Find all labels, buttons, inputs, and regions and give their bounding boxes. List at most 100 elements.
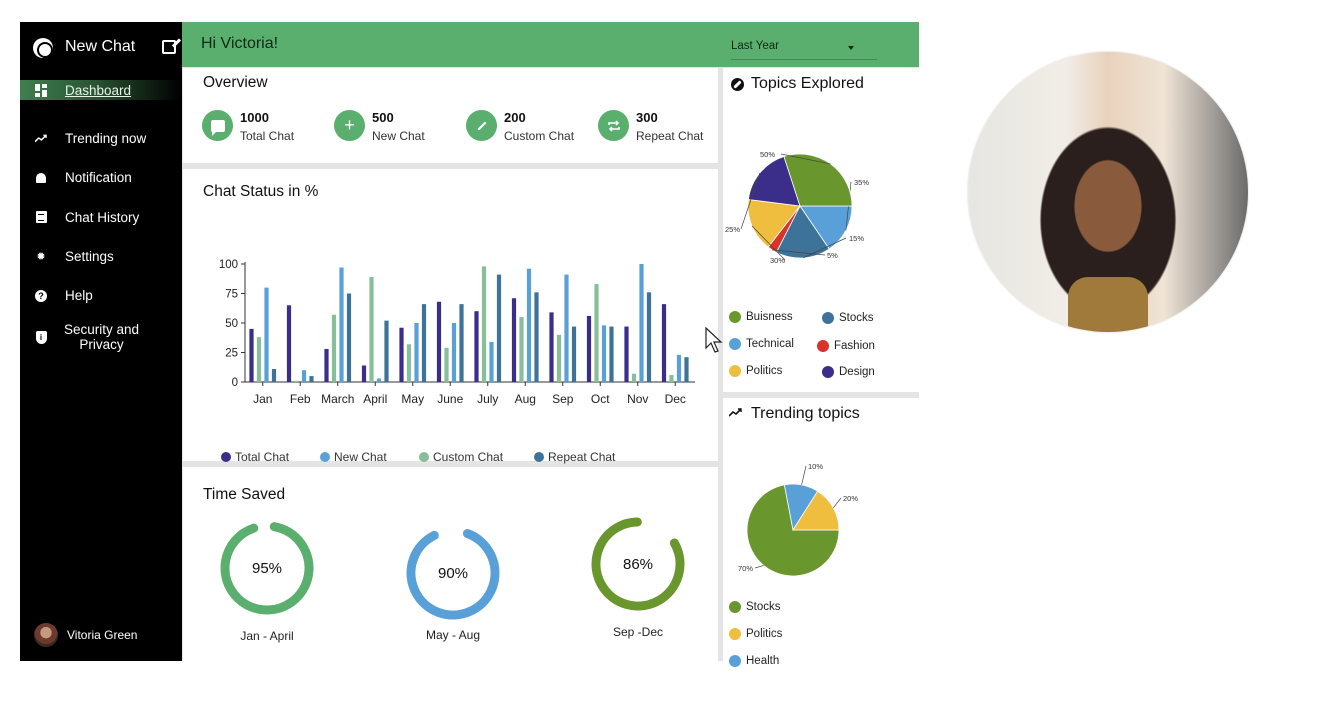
document-icon [35,211,47,224]
dashboard-app: New Chat Dashboard Trending now Notifica… [20,22,919,667]
bar-total-chat [586,315,592,382]
bar-total-chat [436,301,442,382]
stat-label: Total Chat [240,129,295,143]
trending-icon [35,133,47,145]
help-icon: ? [35,289,47,302]
stat-value: 1000 [240,110,269,125]
ring-value: 95% [252,560,282,577]
ring-period-label: Jan - April [240,629,294,643]
sidebar-item-security-privacy[interactable]: i Security and Privacy [20,319,182,355]
legend-item[interactable]: Repeat Chat [534,450,615,464]
user-profile[interactable]: Vitoria Green [34,622,137,648]
shield-icon: i [35,330,47,344]
x-tick-label: July [477,392,498,406]
bar-total-chat [286,305,292,382]
pie-leader-line [772,249,826,256]
bar-new-chat [564,274,569,382]
y-tick-label: 50 [225,318,238,330]
legend-item[interactable]: Stocks [729,601,781,613]
ring-value: 86% [623,556,653,573]
bar-total-chat [324,348,329,382]
bar-new-chat [526,268,532,382]
legend-item[interactable]: New Chat [320,450,387,464]
chat-bubble-icon [202,110,233,141]
legend-item[interactable]: Politics [729,628,782,640]
sidebar-item-help[interactable]: ? Help [20,276,182,315]
bar-custom-chat [556,334,562,382]
bar-repeat-chat [346,293,352,382]
legend-item[interactable]: Custom Chat [419,450,503,464]
x-tick-label: March [321,392,354,406]
bar-custom-chat [369,276,374,382]
time-saved-card: Time Saved 95% Jan - April 90% May - Aug 86%… [183,467,718,661]
header-bar: Hi Victoria! Last Year [182,22,919,67]
bar-total-chat [249,328,254,382]
bar-new-chat [264,287,269,382]
dashboard-icon [35,84,47,97]
new-chat-edit-icon[interactable] [162,40,176,54]
legend-item[interactable]: Politics [729,365,782,377]
sidebar-item-notification[interactable]: Notification [20,158,182,197]
x-tick-label: May [401,392,424,406]
ring-progress-arc [220,521,314,615]
sidebar-item-label: Help [65,288,93,304]
chat-status-bar-chart: 0 25 50 75 100 Jan Feb March April May June July Aug… [219,259,695,406]
legend-item[interactable]: Total Chat [221,450,289,464]
x-tick-label: Oct [591,392,610,406]
legend-item[interactable]: Fashion [817,340,875,352]
legend-label: Technical [746,338,794,350]
y-tick-label: 75 [225,289,238,301]
bar-repeat-chat [571,326,577,382]
sidebar-item-trending-now[interactable]: Trending now [20,119,182,158]
ring-period-label: Sep -Dec [612,625,664,639]
stat-label: New Chat [372,129,425,143]
sidebar-header: New Chat [20,36,182,62]
bar-repeat-chat [459,304,464,382]
period-select[interactable]: Last Year [731,40,877,60]
trending-pie-chart: 70% 10% 20% [738,462,858,577]
legend-label: Design [839,366,875,378]
legend-item[interactable]: Stocks [822,312,874,324]
legend-label: Stocks [746,601,781,613]
mouse-cursor-icon [705,327,723,353]
legend-label: Fashion [834,340,875,352]
sidebar-item-label: Dashboard [65,82,132,98]
bar-custom-chat [481,266,487,382]
trending-icon [729,408,742,417]
sidebar-item-settings[interactable]: ✹ Settings [20,237,182,276]
trending-topics-card: Trending topics 70% 10% 20% Stocks Politics… [723,398,919,667]
bar-repeat-chat [309,376,314,382]
legend-label: Total Chat [235,450,290,464]
sidebar-item-label: Security and Privacy [64,322,139,352]
bar-custom-chat [256,337,262,382]
bar-repeat-chat [646,292,652,382]
x-tick-label: Dec [665,392,686,406]
bar-total-chat [361,365,367,382]
bar-total-chat [661,304,667,382]
legend-label: Repeat Chat [548,450,616,464]
legend-item[interactable]: Design [822,366,875,378]
bar-new-chat [601,325,607,382]
legend-item[interactable]: Technical [729,338,794,350]
bar-repeat-chat [684,357,689,382]
x-tick-label: Sep [552,392,574,406]
new-chat-title[interactable]: New Chat [65,38,136,55]
legend-label: Politics [746,365,783,377]
pie-data-label: 70% [738,564,753,573]
legend-swatch [729,365,741,377]
legend-swatch [320,452,330,462]
sidebar-item-label: Trending now [65,131,147,147]
time-saved-ring: 86% [591,517,685,611]
legend-swatch [822,312,834,324]
x-tick-label: Jan [253,392,272,406]
pie-leader-line [833,497,842,509]
overview-title: Overview [203,74,268,91]
legend-item[interactable]: Buisness [729,311,793,323]
sidebar-item-chat-history[interactable]: Chat History [20,198,182,237]
plus-icon: + [334,110,365,141]
legend-item[interactable]: Health [729,655,779,667]
legend-swatch [221,452,231,462]
x-tick-label: Feb [290,392,311,406]
greeting: Hi Victoria! [201,35,279,52]
sidebar-item-dashboard[interactable]: Dashboard [20,80,182,100]
